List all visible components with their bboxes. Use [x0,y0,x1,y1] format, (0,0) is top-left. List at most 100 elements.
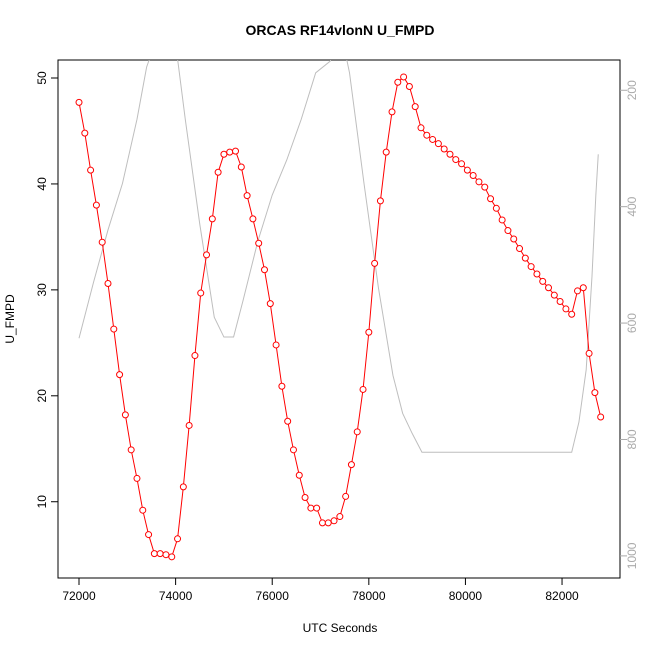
data-point [168,553,176,561]
data-point [562,305,570,313]
data-point [533,270,541,278]
data-point [394,78,402,86]
data-point [272,341,280,349]
data-point [318,519,326,527]
data-point [400,73,408,81]
y2-tick-label: 400 [625,196,639,216]
data-point [203,251,211,259]
data-point [87,166,95,174]
x-tick-label: 72000 [62,589,96,603]
data-point [545,284,553,292]
data-point [116,371,124,379]
data-point [75,98,83,106]
data-point [475,178,483,186]
data-point [411,103,419,111]
x-tick-label: 80000 [449,589,483,603]
x-axis-label: UTC Seconds [303,621,378,635]
data-point [307,504,315,512]
data-point [405,82,413,90]
data-point [92,201,100,209]
y-tick-label: 20 [35,389,49,403]
data-point [301,493,309,501]
data-point [423,131,431,139]
data-point [353,428,361,436]
data-point [371,259,379,267]
data-point [330,517,338,525]
data-point [260,266,268,274]
data-point [388,108,396,116]
data-point [243,192,251,200]
plot-layer [75,60,605,561]
y2-tick-label: 200 [625,80,639,100]
data-point [376,197,384,205]
y2-tick-label: 600 [625,313,639,333]
data-point [556,298,564,306]
data-point [324,519,332,527]
data-point [429,135,437,143]
series-line [78,76,602,558]
data-point [185,421,193,429]
data-point [591,389,599,397]
data-point [463,166,471,174]
data-point [266,300,274,308]
data-point [98,238,106,246]
data-point [174,535,182,543]
x-tick-label: 82000 [545,589,579,603]
data-point [487,195,495,203]
series-line [78,60,599,453]
data-point [417,124,425,132]
data-point [550,291,558,299]
data-point [539,277,547,285]
data-point [573,287,581,295]
data-point [156,550,164,558]
data-point [585,349,593,357]
data-point [440,145,448,153]
x-tick-label: 76000 [256,589,290,603]
data-point [191,352,199,360]
data-point [214,168,222,176]
data-point [81,129,89,137]
data-point [510,235,518,243]
data-point [516,245,524,253]
data-point [359,385,367,393]
data-point [527,263,535,271]
data-point [342,492,350,500]
data-point [504,227,512,235]
y-tick-label: 30 [35,283,49,297]
x-tick-label: 78000 [352,589,386,603]
data-point [295,471,303,479]
x-tick-label: 74000 [159,589,193,603]
data-point [220,150,228,158]
data-point [104,280,112,288]
data-point [568,310,576,318]
data-point [284,417,292,425]
data-point [145,531,153,539]
y2-tick-label: 800 [625,429,639,449]
data-point [232,147,240,155]
data-point [469,171,477,179]
data-point [336,513,344,521]
data-point [278,382,286,390]
data-point [110,325,118,333]
data-point [226,148,234,156]
data-point [249,215,257,223]
data-point [365,328,373,336]
data-point [162,551,170,559]
data-point [237,163,245,171]
data-point [255,239,263,247]
data-point [382,148,390,156]
y2-tick-label: 1000 [625,542,639,569]
data-point [208,215,216,223]
data-point [452,156,460,164]
data-point [313,504,321,512]
plot-frame [57,59,621,579]
data-point [446,150,454,158]
data-point [121,411,129,419]
data-point [139,506,147,514]
chart-title: ORCAS RF14vlonN U_FMPD [245,22,434,38]
data-point [458,160,466,168]
y-tick-label: 40 [35,177,49,191]
data-point [150,550,158,558]
y-tick-label: 50 [35,71,49,85]
